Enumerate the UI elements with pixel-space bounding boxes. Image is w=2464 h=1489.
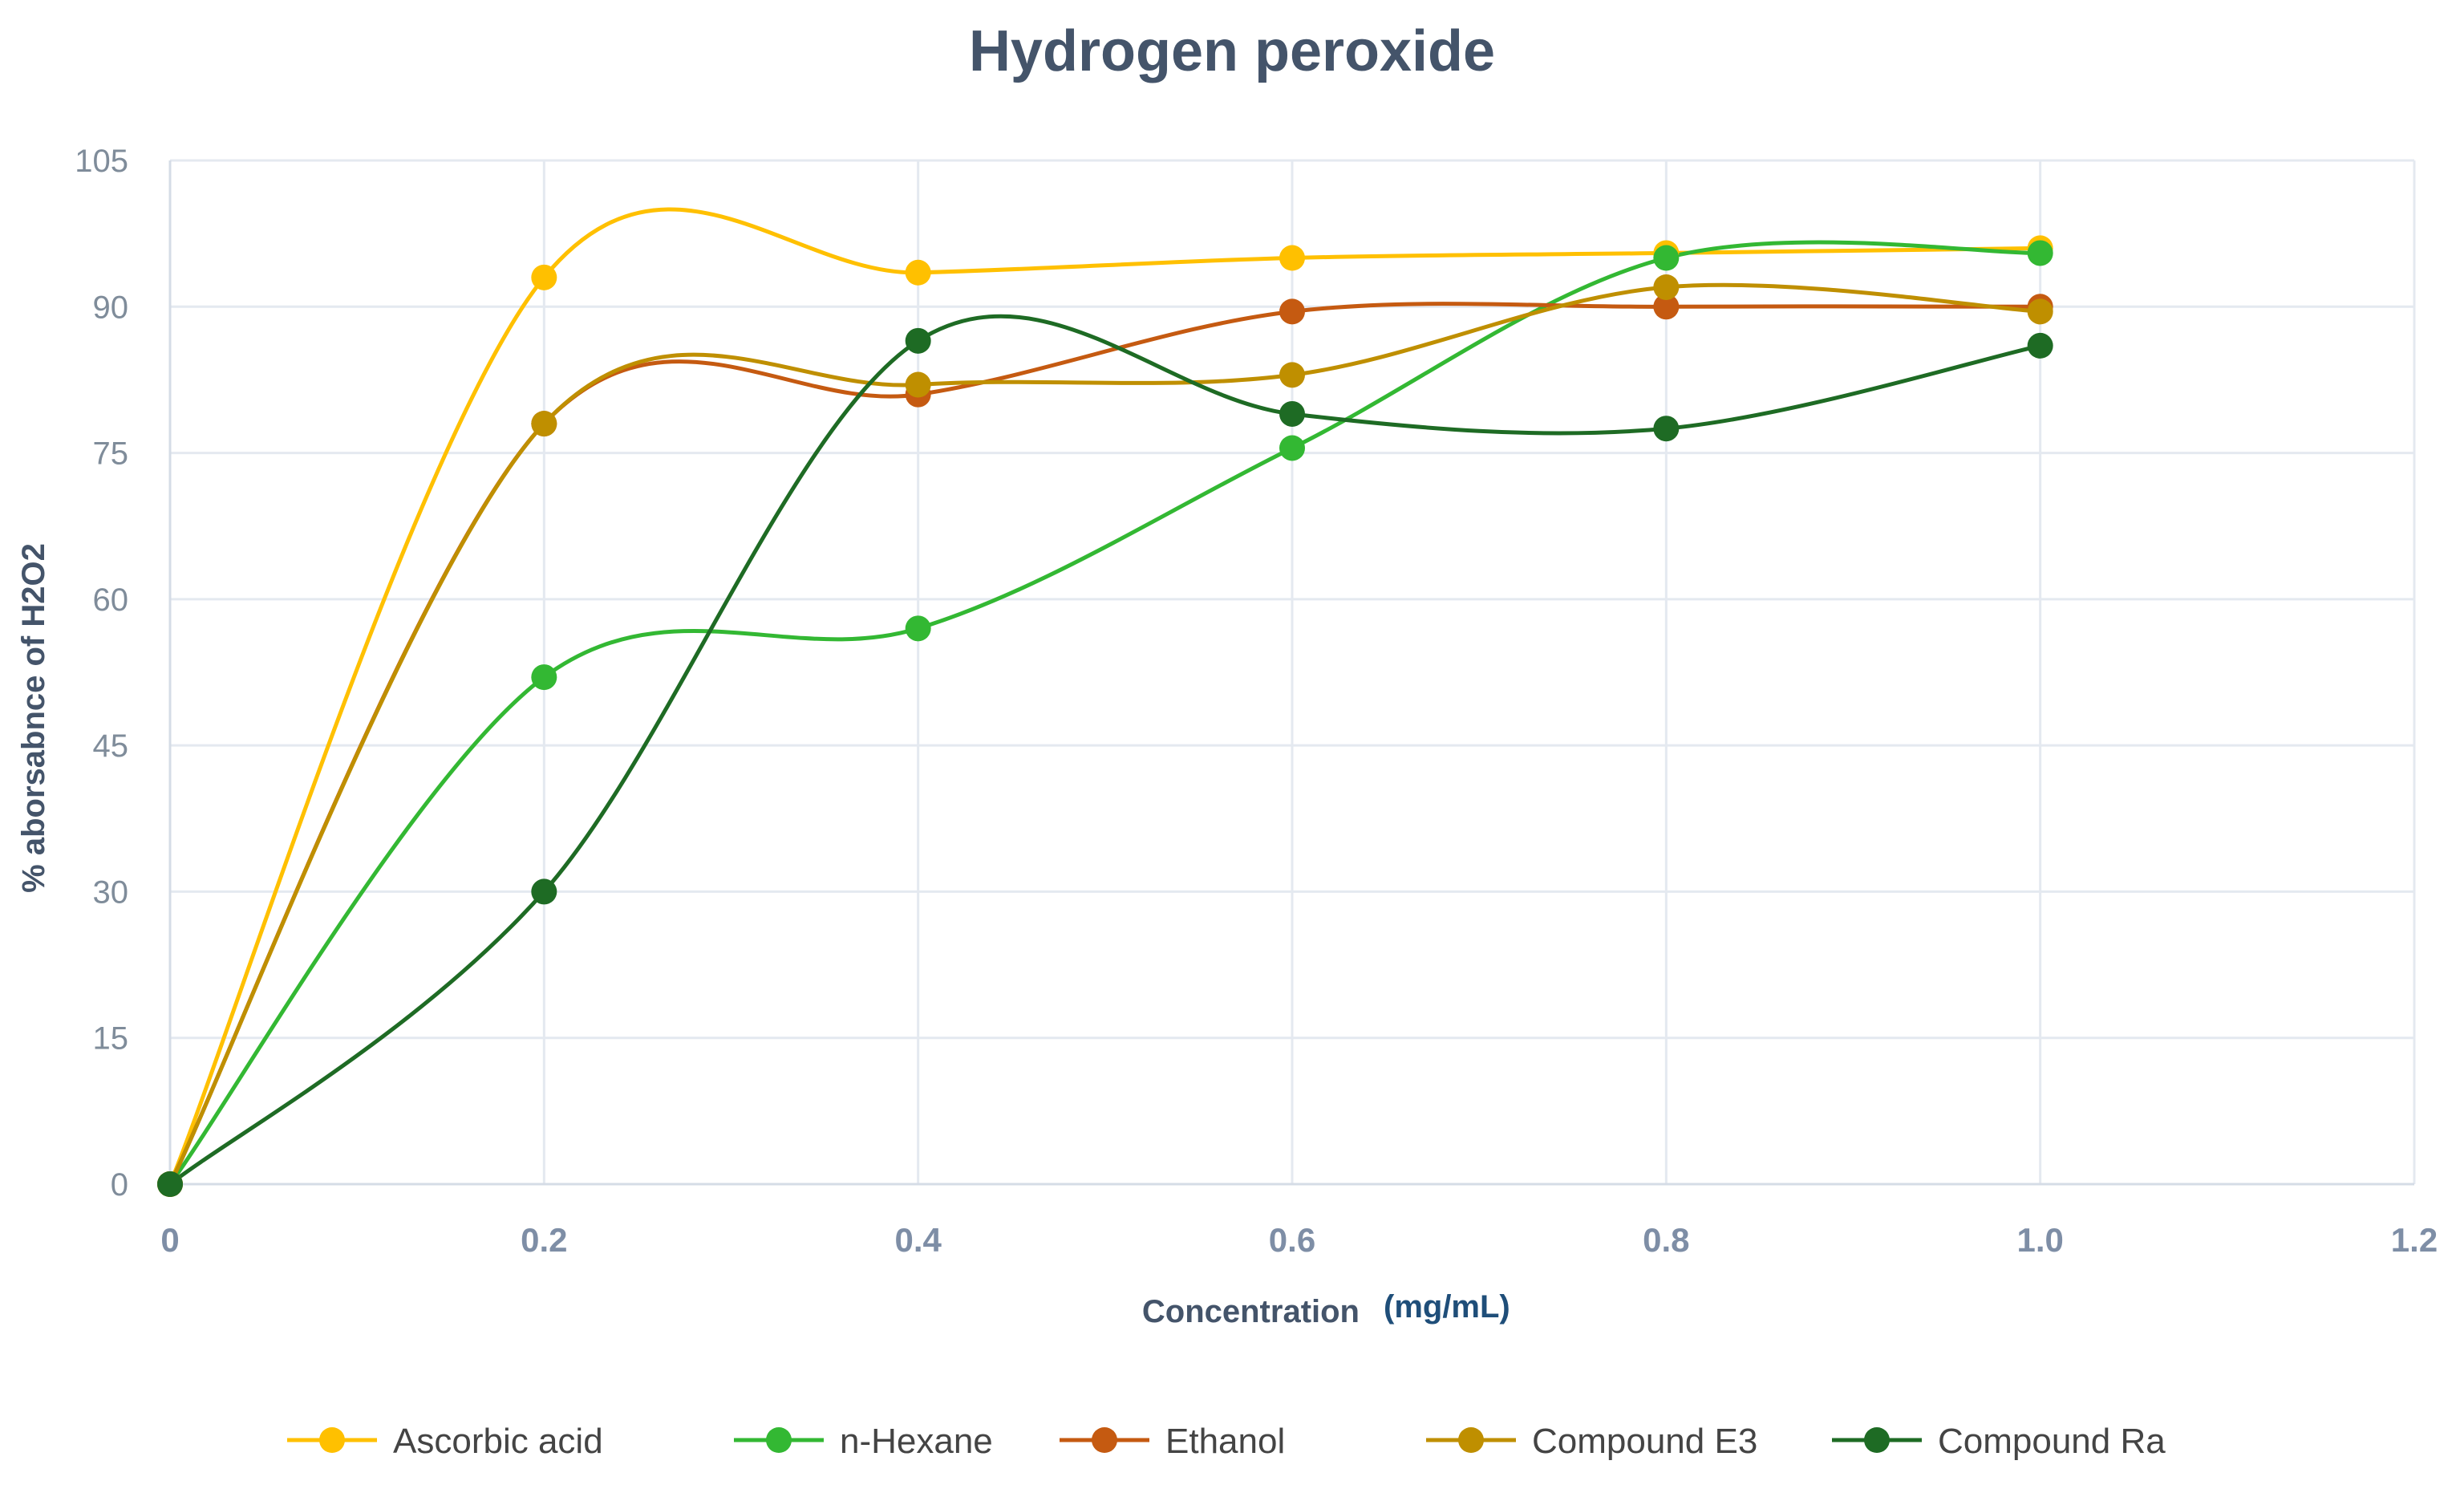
- chart-title: Hydrogen peroxide: [969, 19, 1495, 83]
- legend-label-compound-e3: Compound E3: [1532, 1422, 1757, 1461]
- data-point-compound-ra: [905, 327, 931, 354]
- x-tick-label: 0.8: [1643, 1221, 1689, 1259]
- legend-marker-compound-ra: [1864, 1427, 1890, 1453]
- data-point-compound-e3: [1653, 274, 1680, 300]
- data-point-compound-ra: [157, 1171, 183, 1197]
- data-point-n-hexane: [1279, 435, 1305, 461]
- legend-marker-ethanol: [1092, 1427, 1117, 1453]
- y-tick-label: 45: [93, 728, 129, 764]
- legend-marker-n-hexane: [766, 1427, 792, 1453]
- legend-label-ascorbic-acid: Ascorbic acid: [393, 1422, 603, 1461]
- y-tick-label: 105: [75, 144, 128, 179]
- x-axis-label-text: Concentration: [1142, 1294, 1360, 1329]
- y-tick-label: 90: [93, 290, 129, 325]
- y-tick-label: 0: [111, 1167, 128, 1203]
- data-point-ascorbic-acid: [905, 259, 931, 286]
- x-tick-label: 0: [160, 1221, 179, 1259]
- x-tick-label: 0.2: [521, 1221, 567, 1259]
- data-point-compound-ra: [2027, 332, 2053, 359]
- x-tick-label: 0.4: [894, 1221, 942, 1259]
- legend-label-compound-ra: Compound Ra: [1938, 1422, 2166, 1461]
- series-markers: [157, 235, 2053, 1197]
- legend-label-ethanol: Ethanol: [1165, 1422, 1285, 1461]
- data-point-ethanol: [1279, 298, 1305, 325]
- series-line-compound-e3: [168, 282, 2040, 1186]
- y-axis-label: % aborsabnce of H2O2: [16, 543, 51, 893]
- x-axis-label-name: Concentration: [1142, 1294, 1360, 1329]
- data-point-compound-e3: [2027, 298, 2053, 325]
- x-axis-ticks: 0 0.2 0.4 0.6 0.8 1.0 1.2: [160, 1221, 2438, 1259]
- data-point-ascorbic-acid: [531, 264, 557, 290]
- x-tick-label: 0.6: [1269, 1221, 1315, 1259]
- data-point-n-hexane: [1653, 245, 1680, 271]
- data-point-compound-ra: [1279, 400, 1305, 427]
- data-point-n-hexane: [905, 615, 931, 642]
- data-point-compound-e3: [905, 371, 931, 398]
- y-tick-label: 15: [93, 1021, 129, 1057]
- y-tick-label: 60: [93, 582, 129, 618]
- data-point-compound-e3: [1279, 362, 1305, 388]
- y-tick-label: 30: [93, 874, 129, 910]
- x-tick-label: 1.0: [2016, 1221, 2063, 1259]
- data-point-ethanol: [1653, 294, 1680, 320]
- data-point-compound-e3: [531, 411, 557, 437]
- x-axis-label: Concentration (mg/mL): [1142, 1289, 1510, 1329]
- legend-label-n-hexane: n-Hexane: [840, 1422, 993, 1461]
- series-line-compound-ra: [168, 314, 2041, 1186]
- data-point-n-hexane: [531, 664, 557, 691]
- legend-marker-compound-e3: [1458, 1427, 1484, 1453]
- x-axis-label-unit: (mg/mL): [1384, 1289, 1510, 1325]
- data-point-compound-ra: [531, 878, 557, 905]
- data-point-ascorbic-acid: [1279, 245, 1305, 271]
- x-tick-label: 1.2: [2391, 1221, 2438, 1259]
- series-line-n-hexane: [168, 240, 2040, 1186]
- data-point-n-hexane: [2027, 240, 2053, 266]
- legend: Ascorbic acid n-Hexane Ethanol Compound E3 C…: [287, 1422, 2166, 1461]
- axes: [168, 160, 2414, 1186]
- y-tick-label: 75: [93, 436, 129, 472]
- data-point-compound-ra: [1653, 416, 1680, 442]
- series-line-ethanol: [168, 302, 2040, 1186]
- legend-marker-ascorbic-acid: [319, 1427, 345, 1453]
- y-axis-ticks: 0 15 30 45 60 75 90 105: [75, 144, 128, 1203]
